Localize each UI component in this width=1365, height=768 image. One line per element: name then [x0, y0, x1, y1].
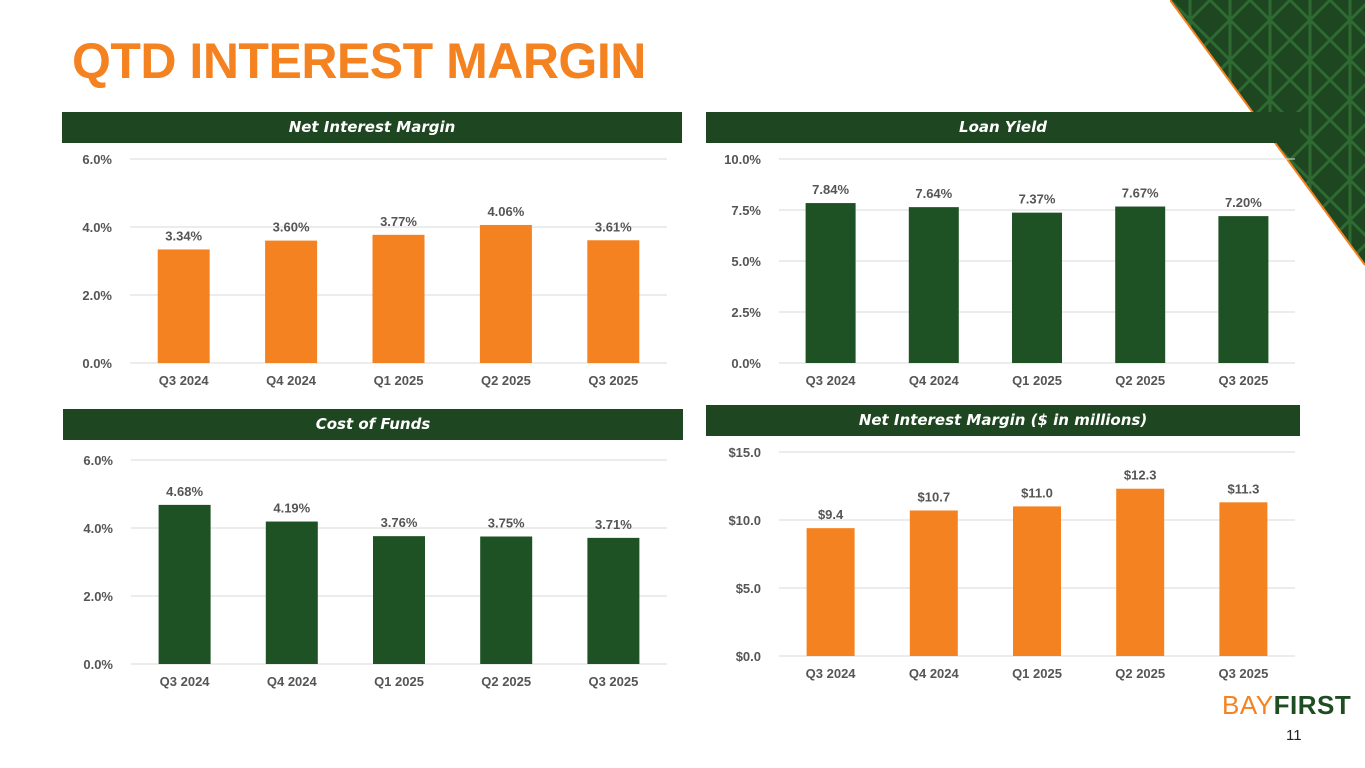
x-tick-label: Q4 2024 [909, 666, 960, 681]
x-tick-label: Q3 2025 [1218, 666, 1268, 681]
bar [157, 249, 210, 363]
x-tick-label: Q2 2025 [481, 674, 531, 689]
data-label: 7.64% [915, 186, 952, 201]
logo-part-bay: BAY [1222, 690, 1274, 720]
bar [158, 504, 211, 664]
x-tick-label: Q2 2025 [481, 373, 531, 388]
bar [480, 536, 533, 664]
data-label: 3.76% [381, 515, 418, 530]
x-tick-label: Q1 2025 [374, 373, 424, 388]
data-label: 3.61% [595, 219, 632, 234]
data-label: 4.19% [273, 501, 310, 516]
y-tick-label: $10.0 [728, 513, 761, 528]
bar [1012, 212, 1062, 363]
bar [1218, 216, 1269, 363]
x-tick-label: Q4 2024 [266, 373, 317, 388]
x-tick-label: Q4 2024 [909, 373, 960, 388]
page-number: 11 [1286, 727, 1302, 744]
bar [805, 203, 856, 363]
data-label: 3.71% [595, 517, 632, 532]
bar [1219, 502, 1268, 656]
chart-title: Net Interest Margin [289, 118, 456, 136]
chart-header-bar [706, 112, 1300, 143]
x-tick-label: Q4 2024 [267, 674, 318, 689]
y-tick-label: 7.5% [731, 203, 761, 218]
data-label: 4.68% [166, 484, 203, 499]
x-tick-label: Q3 2024 [159, 373, 210, 388]
bar [479, 224, 532, 363]
page-title: QTD INTEREST MARGIN [72, 33, 646, 89]
bar [1013, 506, 1061, 656]
bar [372, 234, 425, 363]
bar [806, 528, 855, 656]
data-label: $11.0 [1021, 485, 1053, 500]
y-tick-label: 4.0% [83, 521, 113, 536]
bar [587, 240, 640, 363]
y-tick-label: 0.0% [83, 657, 113, 672]
data-label: 3.60% [273, 220, 310, 235]
logo-part-first: FIRST [1273, 690, 1352, 720]
bar [587, 537, 640, 664]
x-tick-label: Q3 2024 [160, 674, 211, 689]
bar [265, 240, 318, 363]
chart-cost-of-funds: Cost of Funds 0.0% 2.0% 4.0% 6.0% 4.68% Q3 202… [63, 409, 683, 689]
chart-title: Cost of Funds [316, 415, 431, 433]
chart-net-interest-margin-dollars: Net Interest Margin ($ in millions) $0.0 $… [706, 405, 1300, 681]
bar [908, 207, 959, 363]
y-tick-label: 6.0% [82, 152, 112, 167]
y-tick-label: 2.0% [82, 288, 112, 303]
chart-net-interest-margin: Net Interest Margin 0.0% 2.0% 4.0% 6.0% 3.34%… [62, 112, 682, 388]
y-tick-label: $0.0 [736, 649, 761, 664]
data-label: 3.34% [165, 228, 202, 243]
x-tick-label: Q1 2025 [1012, 373, 1062, 388]
bar [373, 536, 425, 664]
x-tick-label: Q1 2025 [1012, 666, 1062, 681]
x-tick-label: Q3 2025 [1218, 373, 1268, 388]
chart-header-bar [706, 405, 1300, 436]
y-tick-label: 2.5% [731, 305, 761, 320]
bar [1116, 488, 1165, 656]
data-label: 3.77% [380, 214, 417, 229]
y-tick-label: 6.0% [83, 453, 113, 468]
data-label: 7.37% [1019, 192, 1056, 207]
y-tick-label: $5.0 [736, 581, 761, 596]
x-tick-label: Q2 2025 [1115, 666, 1165, 681]
bar [1115, 206, 1166, 363]
data-label: $11.3 [1227, 481, 1259, 496]
data-label: 7.84% [812, 182, 849, 197]
data-label: 7.20% [1225, 195, 1262, 210]
y-tick-label: 4.0% [82, 220, 112, 235]
chart-title: Loan Yield [959, 118, 1047, 136]
data-label: 4.06% [487, 204, 524, 219]
data-label: $12.3 [1124, 468, 1157, 483]
x-tick-label: Q3 2024 [806, 666, 857, 681]
chart-title: Net Interest Margin ($ in millions) [859, 411, 1147, 429]
y-tick-label: 2.0% [83, 589, 113, 604]
x-tick-label: Q3 2024 [806, 373, 857, 388]
chart-header-bar [62, 112, 682, 143]
chart-loan-yield: Loan Yield 0.0% 2.5% 5.0% 7.5% 10.0% 7.84% Q3 2… [706, 112, 1300, 388]
y-tick-label: 10.0% [724, 152, 761, 167]
bayfirst-logo: BAYFIRST [1222, 690, 1351, 721]
x-tick-label: Q2 2025 [1115, 373, 1165, 388]
bar [265, 521, 318, 664]
data-label: 3.75% [488, 516, 525, 531]
y-tick-label: 0.0% [82, 356, 112, 371]
x-tick-label: Q3 2025 [588, 373, 638, 388]
data-label: $9.4 [818, 507, 844, 522]
y-tick-label: $15.0 [728, 445, 761, 460]
y-tick-label: 5.0% [731, 254, 761, 269]
x-tick-label: Q3 2025 [588, 674, 638, 689]
data-label: $10.7 [918, 489, 951, 504]
x-tick-label: Q1 2025 [374, 674, 424, 689]
chart-header-bar [63, 409, 683, 440]
bar [909, 510, 958, 656]
data-label: 7.67% [1122, 186, 1159, 201]
y-tick-label: 0.0% [731, 356, 761, 371]
